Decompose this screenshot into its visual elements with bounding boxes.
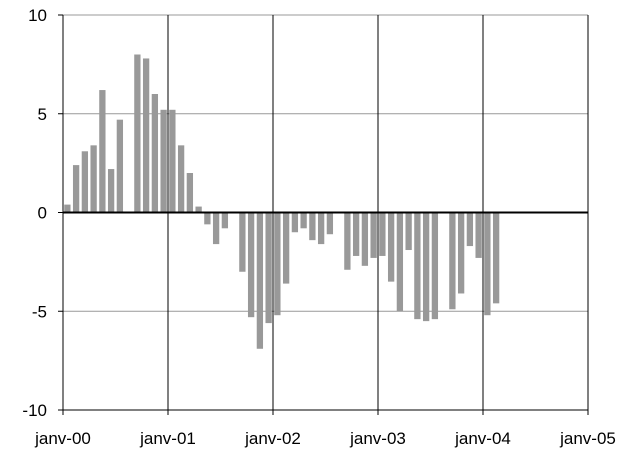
- bar: [212, 212, 220, 245]
- bar: [195, 206, 202, 213]
- bar: [466, 212, 474, 247]
- bar: [291, 212, 299, 233]
- bar: [116, 119, 124, 213]
- bar: [282, 212, 290, 284]
- bar-series: [64, 54, 500, 349]
- y-tick-label: 5: [38, 105, 47, 124]
- bar: [204, 212, 211, 225]
- bar: [169, 109, 176, 213]
- bar: [90, 145, 97, 213]
- bar: [344, 212, 351, 270]
- x-tick-label: janv-00: [34, 429, 91, 448]
- bar: [326, 212, 334, 235]
- bar: [379, 212, 386, 256]
- bar: [449, 212, 456, 310]
- y-axis-tick-labels: -10 -5 0 5 10: [22, 6, 47, 420]
- bar: [431, 212, 439, 320]
- y-tick-label: -5: [32, 302, 47, 321]
- bar: [317, 212, 325, 245]
- bar: [265, 212, 272, 324]
- x-axis-tick-labels: janv-00 janv-01 janv-02 janv-03 janv-04 janv-…: [34, 429, 616, 448]
- bar: [186, 173, 194, 213]
- bar: [361, 212, 369, 266]
- bar: [81, 151, 89, 213]
- bar: [370, 212, 377, 258]
- bar: [72, 165, 80, 213]
- x-tick-label: janv-01: [139, 429, 196, 448]
- bar: [177, 145, 185, 213]
- bar: [160, 109, 167, 213]
- bar: [422, 212, 430, 322]
- x-tick-label: janv-04: [454, 429, 511, 448]
- bar: [64, 204, 71, 213]
- bar: [457, 212, 465, 294]
- bar: [99, 90, 106, 213]
- bar: [274, 212, 281, 316]
- y-tick-label: -10: [22, 401, 47, 420]
- bar: [221, 212, 229, 229]
- bar: [352, 212, 360, 256]
- axes: [58, 14, 589, 415]
- bar: [414, 212, 421, 320]
- x-tick-label: janv-05: [559, 429, 616, 448]
- bar: [492, 212, 500, 304]
- bar: [387, 212, 395, 282]
- bar: [247, 212, 255, 318]
- bar: [142, 58, 150, 213]
- bar: [151, 94, 159, 213]
- bar: [107, 169, 115, 213]
- bar: [396, 212, 404, 312]
- y-tick-label: 0: [38, 204, 47, 223]
- bar: [300, 212, 307, 229]
- bar: [239, 212, 246, 272]
- bar: [484, 212, 491, 316]
- bar: [475, 212, 482, 258]
- x-tick-label: janv-03: [349, 429, 406, 448]
- bar: [309, 212, 316, 241]
- bar: [134, 54, 141, 213]
- bar: [256, 212, 264, 349]
- y-tick-label: 10: [28, 6, 47, 25]
- x-tick-label: janv-02: [244, 429, 301, 448]
- bar: [405, 212, 412, 251]
